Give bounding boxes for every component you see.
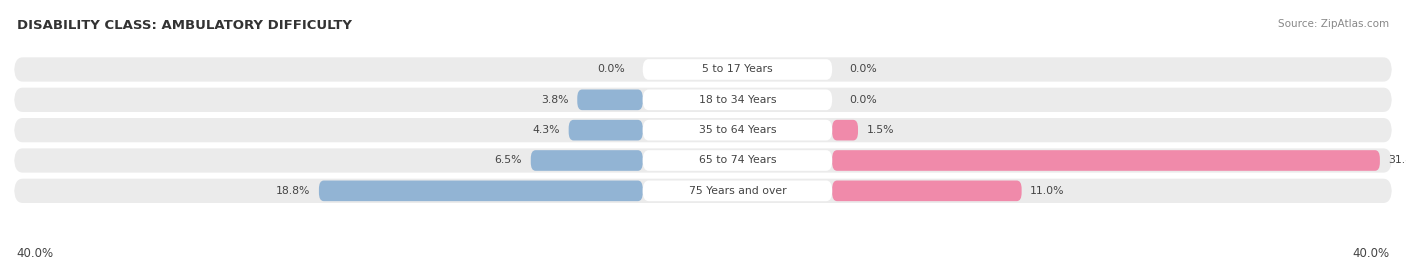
Text: 5 to 17 Years: 5 to 17 Years: [702, 65, 773, 75]
Text: DISABILITY CLASS: AMBULATORY DIFFICULTY: DISABILITY CLASS: AMBULATORY DIFFICULTY: [17, 19, 352, 32]
Text: 0.0%: 0.0%: [598, 65, 626, 75]
FancyBboxPatch shape: [319, 181, 643, 201]
Text: 3.8%: 3.8%: [541, 95, 568, 105]
Text: Source: ZipAtlas.com: Source: ZipAtlas.com: [1278, 19, 1389, 29]
Text: 0.0%: 0.0%: [849, 95, 877, 105]
FancyBboxPatch shape: [643, 59, 832, 80]
FancyBboxPatch shape: [832, 150, 1379, 171]
FancyBboxPatch shape: [14, 118, 1392, 142]
Text: 40.0%: 40.0%: [1353, 247, 1389, 260]
FancyBboxPatch shape: [643, 90, 832, 110]
Text: 4.3%: 4.3%: [533, 125, 560, 135]
FancyBboxPatch shape: [643, 150, 832, 171]
FancyBboxPatch shape: [568, 120, 643, 140]
FancyBboxPatch shape: [643, 181, 832, 201]
Legend: Male, Female: Male, Female: [638, 264, 768, 268]
Text: 65 to 74 Years: 65 to 74 Years: [699, 155, 776, 166]
Text: 31.8%: 31.8%: [1389, 155, 1406, 166]
FancyBboxPatch shape: [578, 90, 643, 110]
FancyBboxPatch shape: [531, 150, 643, 171]
FancyBboxPatch shape: [643, 120, 832, 140]
FancyBboxPatch shape: [832, 120, 858, 140]
Text: 1.5%: 1.5%: [866, 125, 894, 135]
Text: 75 Years and over: 75 Years and over: [689, 186, 786, 196]
Text: 6.5%: 6.5%: [495, 155, 522, 166]
Text: 18.8%: 18.8%: [276, 186, 311, 196]
Text: 40.0%: 40.0%: [17, 247, 53, 260]
Text: 18 to 34 Years: 18 to 34 Years: [699, 95, 776, 105]
FancyBboxPatch shape: [14, 57, 1392, 82]
Text: 11.0%: 11.0%: [1031, 186, 1064, 196]
FancyBboxPatch shape: [14, 88, 1392, 112]
Text: 35 to 64 Years: 35 to 64 Years: [699, 125, 776, 135]
FancyBboxPatch shape: [14, 179, 1392, 203]
Text: 0.0%: 0.0%: [849, 65, 877, 75]
FancyBboxPatch shape: [832, 181, 1022, 201]
FancyBboxPatch shape: [14, 148, 1392, 173]
